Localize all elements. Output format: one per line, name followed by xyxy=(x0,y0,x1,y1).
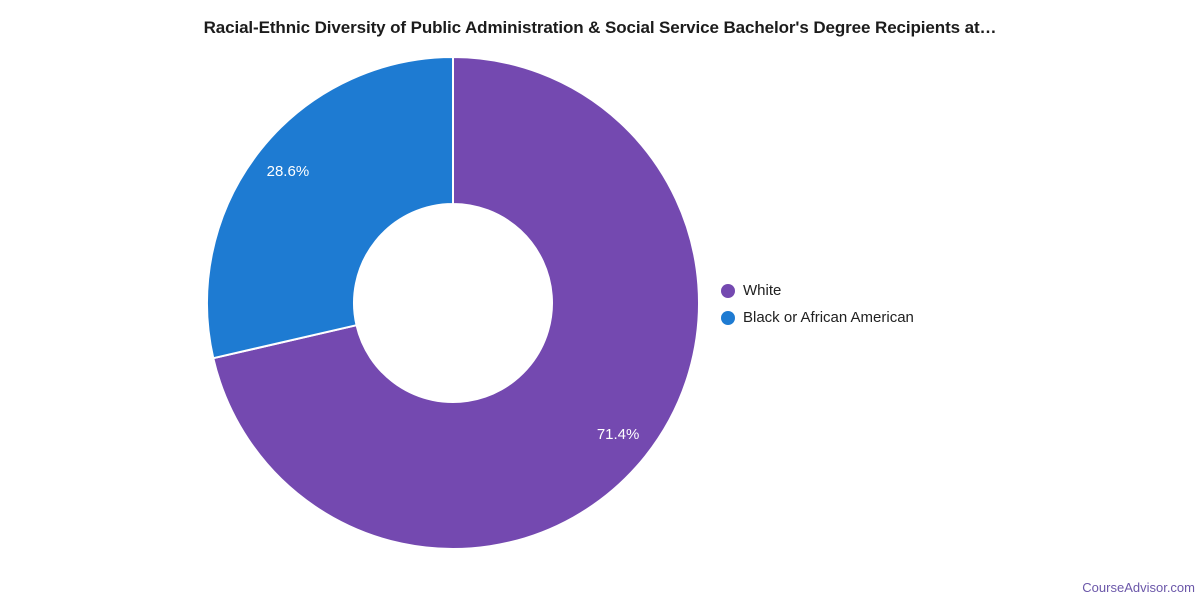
pie-slice-white[interactable] xyxy=(212,56,700,550)
legend-label-white: White xyxy=(743,282,782,299)
legend: White Black or African American xyxy=(721,277,914,331)
legend-item-white[interactable]: White xyxy=(721,277,914,304)
chart-title: Racial-Ethnic Diversity of Public Admini… xyxy=(203,18,997,37)
legend-marker-black-or-african-american-icon xyxy=(721,310,735,325)
slice-label-black-or-african-american: 28.6% xyxy=(267,163,310,180)
pie-slice-black-or-african-american[interactable] xyxy=(206,56,454,360)
slice-label-white: 71.4% xyxy=(597,426,640,443)
watermark-link[interactable]: CourseAdvisor.com xyxy=(1082,580,1195,595)
legend-item-black-or-african-american[interactable]: Black or African American xyxy=(721,304,914,331)
legend-label-black-or-african-american: Black or African American xyxy=(743,309,914,326)
legend-marker-white-icon xyxy=(721,283,735,298)
